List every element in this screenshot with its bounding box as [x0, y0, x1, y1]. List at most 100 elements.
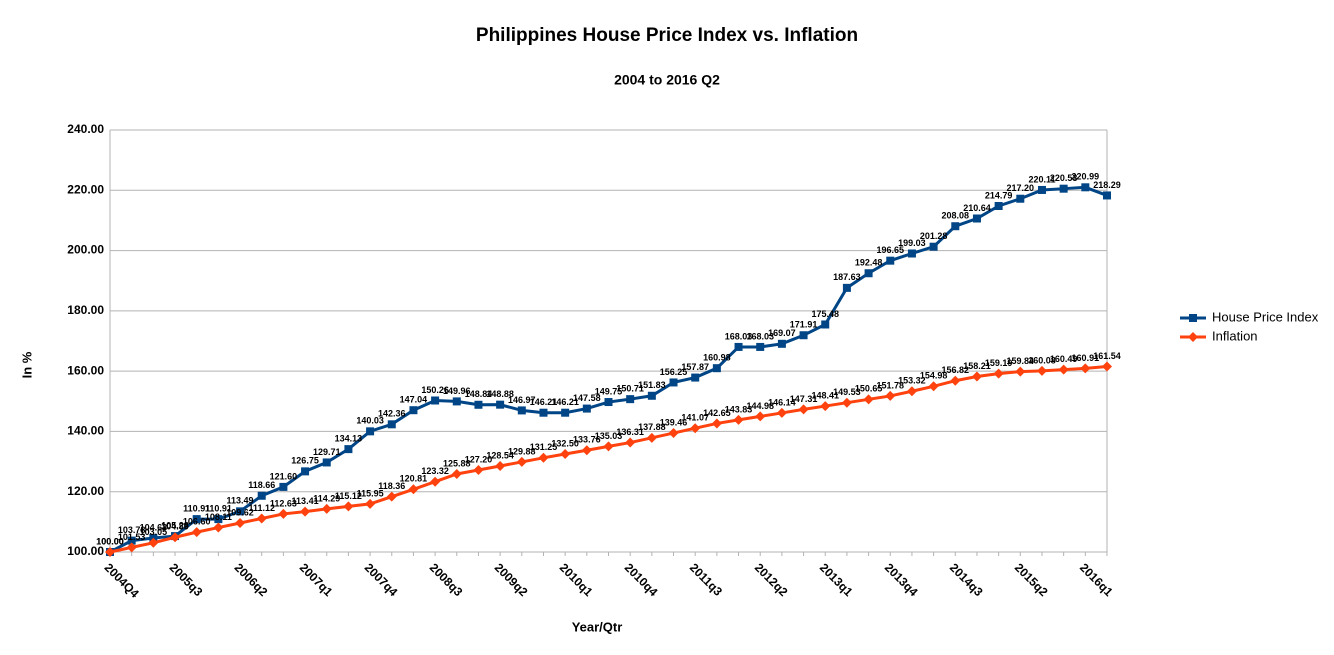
- data-label: 159.84: [1007, 356, 1035, 366]
- data-point: [1103, 191, 1111, 200]
- chart-title: Philippines House Price Index vs. Inflat…: [476, 25, 858, 46]
- data-label: 101.53: [118, 532, 146, 542]
- data-label: 143.83: [725, 404, 753, 414]
- y-tick-label: 120.00: [67, 484, 104, 498]
- data-point: [278, 508, 289, 519]
- data-label: 123.32: [421, 466, 449, 476]
- x-tick-label: 2014q3: [947, 560, 986, 599]
- data-point: [646, 432, 657, 443]
- legend-label: House Price Index: [1212, 309, 1319, 324]
- data-label: 104.89: [161, 522, 189, 532]
- data-label: 147.31: [790, 394, 818, 404]
- data-point: [451, 468, 462, 479]
- data-point: [647, 391, 656, 400]
- x-tick-label: 2012q2: [752, 560, 791, 599]
- data-label: 133.76: [573, 435, 601, 445]
- x-tick-label: 2010q4: [622, 560, 661, 599]
- data-label: 108.11: [205, 512, 232, 522]
- data-point: [1059, 184, 1068, 193]
- y-axis-title: In %: [19, 351, 34, 378]
- data-point: [322, 458, 331, 467]
- data-point: [127, 536, 136, 545]
- data-point: [712, 364, 721, 373]
- data-label: 115.95: [357, 488, 384, 498]
- data-point: [1102, 361, 1112, 372]
- data-point: [690, 423, 701, 434]
- data-label: 146.21: [530, 397, 558, 407]
- data-point: [386, 491, 397, 502]
- data-label: 151.83: [638, 380, 666, 390]
- data-label: 120.81: [400, 474, 428, 484]
- data-label: 214.79: [985, 190, 1013, 200]
- data-label: 159.19: [985, 358, 1013, 368]
- data-point: [582, 404, 591, 413]
- x-tick-label: 2015q2: [1012, 560, 1051, 599]
- data-label: 136.31: [616, 427, 644, 437]
- data-point: [539, 408, 548, 417]
- data-label: 100.00: [96, 536, 124, 546]
- data-point: [604, 398, 613, 407]
- data-label: 201.28: [920, 231, 948, 241]
- data-point: [538, 452, 549, 463]
- data-label: 160.49: [1050, 354, 1078, 364]
- x-tick-label: 2007q1: [297, 560, 336, 599]
- data-point: [473, 465, 484, 476]
- data-point: [776, 407, 787, 418]
- data-point: [148, 537, 159, 548]
- data-point: [928, 381, 939, 392]
- data-label: 220.11: [1028, 174, 1055, 184]
- data-label: 118.36: [378, 481, 405, 491]
- data-point: [387, 420, 396, 429]
- data-label: 134.13: [335, 433, 363, 443]
- data-point: [213, 522, 224, 533]
- data-point: [863, 394, 874, 405]
- data-point: [1058, 364, 1069, 375]
- data-label: 142.65: [703, 408, 731, 418]
- data-label: 154.98: [920, 371, 948, 381]
- data-point: [214, 515, 223, 524]
- data-point: [430, 476, 441, 487]
- data-point: [321, 503, 332, 514]
- data-label: 148.84: [465, 389, 493, 399]
- data-label: 105.28: [161, 520, 189, 530]
- data-label: 139.46: [660, 417, 688, 427]
- data-label: 220.53: [1050, 173, 1078, 183]
- data-point: [170, 532, 181, 543]
- data-point: [409, 406, 418, 415]
- x-tick-label: 2011q3: [687, 560, 725, 598]
- data-label: 147.04: [400, 395, 428, 405]
- legend-marker: [1188, 332, 1198, 342]
- data-label: 153.32: [898, 376, 926, 386]
- data-label: 149.96: [443, 386, 471, 396]
- data-label: 196.65: [876, 245, 904, 255]
- data-point: [711, 418, 722, 429]
- data-label: 171.91: [790, 320, 818, 330]
- data-point: [907, 249, 916, 258]
- data-label: 149.75: [595, 386, 623, 396]
- data-label: 148.41: [811, 390, 839, 400]
- data-point: [496, 400, 505, 409]
- data-point: [1016, 194, 1025, 203]
- data-label: 158.21: [963, 361, 991, 371]
- data-label: 146.97: [508, 395, 536, 405]
- y-tick-label: 180.00: [67, 303, 104, 317]
- data-label: 106.60: [183, 516, 211, 526]
- data-label: 110.91: [183, 503, 210, 513]
- data-label: 114.29: [313, 493, 340, 503]
- data-point: [951, 222, 960, 231]
- data-label: 141.07: [681, 413, 709, 423]
- data-label: 115.12: [335, 491, 362, 501]
- data-point: [821, 320, 830, 329]
- data-point: [886, 256, 895, 265]
- data-point: [452, 397, 461, 406]
- data-point: [191, 527, 202, 538]
- data-point: [408, 484, 419, 495]
- data-label: 220.99: [1072, 172, 1100, 182]
- data-label: 150.26: [421, 385, 449, 395]
- data-point: [344, 445, 353, 454]
- data-label: 118.66: [248, 480, 275, 490]
- data-point: [431, 396, 440, 405]
- data-label: 187.63: [833, 272, 861, 282]
- data-point: [561, 408, 570, 417]
